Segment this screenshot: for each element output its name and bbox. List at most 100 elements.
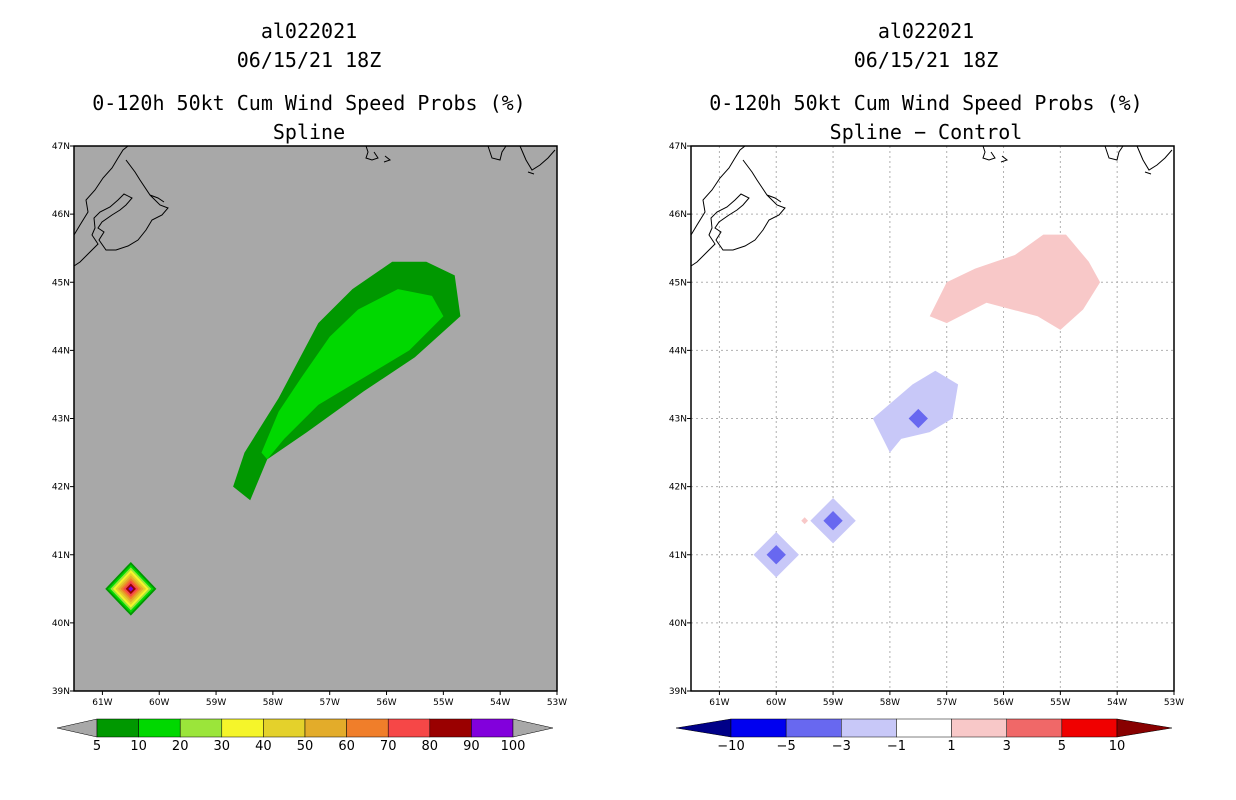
lon-tick-label: 56W bbox=[993, 698, 1013, 708]
right-coastline bbox=[690, 145, 1173, 267]
right-lon-axis: 61W 60W 59W 58W 57W 56W 55W 54W 53W bbox=[709, 691, 1184, 708]
lon-tick-label: 61W bbox=[709, 698, 729, 708]
lat-tick-label: 39N bbox=[52, 687, 70, 697]
diff-neg-3-5-sw1 bbox=[766, 545, 786, 565]
lon-tick-label: 58W bbox=[880, 698, 900, 708]
colorbar-label: 80 bbox=[422, 739, 439, 754]
lat-tick-label: 41N bbox=[669, 551, 687, 561]
colorbar-swatch bbox=[96, 718, 139, 738]
lat-tick-label: 43N bbox=[669, 415, 687, 425]
colorbar-label: 5 bbox=[1058, 739, 1066, 754]
colorbar-label: −10 bbox=[717, 739, 744, 754]
colorbar-swatch bbox=[471, 718, 514, 738]
lat-tick-label: 44N bbox=[52, 346, 70, 356]
lon-tick-label: 61W bbox=[92, 698, 112, 708]
colorbar-label: 10 bbox=[1109, 739, 1126, 754]
left-lat-axis: 39N 40N 41N 42N 43N 44N 45N 46N 47N bbox=[52, 142, 74, 697]
lon-tick-label: 60W bbox=[766, 698, 786, 708]
colorbar-label: −3 bbox=[832, 739, 851, 754]
colorbar-swatch bbox=[951, 718, 1007, 738]
colorbar-swatch bbox=[1061, 718, 1118, 738]
left-title: 0-120h 50kt Cum Wind Speed Probs (%) bbox=[92, 91, 525, 115]
lon-tick-label: 53W bbox=[547, 698, 567, 708]
lon-tick-label: 55W bbox=[433, 698, 453, 708]
lat-tick-label: 43N bbox=[52, 415, 70, 425]
left-lon-axis: 61W 60W 59W 58W 57W 56W 55W 54W 53W bbox=[92, 691, 567, 708]
left-datetime: 06/15/21 18Z bbox=[237, 48, 382, 72]
right-storm-id: al022021 bbox=[878, 19, 974, 43]
lat-tick-label: 47N bbox=[52, 142, 70, 152]
lon-tick-label: 53W bbox=[1164, 698, 1184, 708]
colorbar-swatch bbox=[138, 718, 181, 738]
lat-tick-label: 42N bbox=[52, 483, 70, 493]
lat-tick-label: 40N bbox=[669, 619, 687, 629]
colorbar-swatch bbox=[730, 718, 787, 738]
point-peak-90 bbox=[128, 586, 134, 592]
colorbar-over-arrow bbox=[1116, 718, 1173, 738]
lon-tick-label: 57W bbox=[937, 698, 957, 708]
colorbar-swatch bbox=[263, 718, 306, 738]
lon-tick-label: 60W bbox=[149, 698, 169, 708]
lon-tick-label: 54W bbox=[1107, 698, 1127, 708]
left-contours bbox=[105, 261, 461, 616]
colorbar-label: −5 bbox=[777, 739, 796, 754]
colorbar-label: 3 bbox=[1003, 739, 1011, 754]
colorbar-swatch bbox=[785, 718, 842, 738]
diff-neg-3-5-central bbox=[908, 408, 928, 429]
colorbar-label: 60 bbox=[338, 739, 355, 754]
swath-10pct bbox=[261, 289, 444, 460]
colorbar-swatch bbox=[896, 718, 952, 738]
lon-tick-label: 59W bbox=[823, 698, 843, 708]
diff-pos-speck bbox=[801, 517, 809, 525]
right-title: 0-120h 50kt Cum Wind Speed Probs (%) bbox=[709, 91, 1142, 115]
diff-neg-3-5-sw2 bbox=[823, 511, 843, 531]
lat-tick-label: 46N bbox=[52, 210, 70, 220]
colorbar-over-arrow bbox=[512, 718, 554, 738]
right-contours bbox=[753, 234, 1101, 578]
lon-tick-label: 59W bbox=[206, 698, 226, 708]
lon-tick-label: 58W bbox=[263, 698, 283, 708]
lat-tick-label: 44N bbox=[669, 346, 687, 356]
right-colorbar: −10 −5 −3 −1 1 3 5 10 bbox=[675, 718, 1173, 754]
lat-tick-label: 42N bbox=[669, 483, 687, 493]
colorbar-label: 10 bbox=[130, 739, 147, 754]
colorbar-swatch bbox=[304, 718, 347, 738]
lon-tick-label: 57W bbox=[320, 698, 340, 708]
left-colorbar: 5 10 20 30 40 50 60 70 80 90 100 bbox=[56, 718, 554, 754]
right-lat-axis: 39N 40N 41N 42N 43N 44N 45N 46N 47N bbox=[669, 142, 691, 697]
colorbar-swatch bbox=[1006, 718, 1063, 738]
left-subtitle: Spline bbox=[273, 120, 345, 144]
lat-tick-label: 46N bbox=[669, 210, 687, 220]
colorbar-label: 50 bbox=[297, 739, 314, 754]
colorbar-under-arrow bbox=[675, 718, 732, 738]
colorbar-swatch bbox=[346, 718, 389, 738]
lat-tick-label: 45N bbox=[669, 278, 687, 288]
right-subtitle: Spline − Control bbox=[830, 120, 1023, 144]
diff-pos-1-3 bbox=[929, 234, 1101, 330]
lon-tick-label: 55W bbox=[1050, 698, 1070, 708]
right-datetime: 06/15/21 18Z bbox=[854, 48, 999, 72]
colorbar-label: −1 bbox=[887, 739, 906, 754]
left-panel: al022021 06/15/21 18Z 0-120h 50kt Cum Wi… bbox=[52, 19, 567, 754]
colorbar-label: 20 bbox=[172, 739, 189, 754]
lon-tick-label: 54W bbox=[490, 698, 510, 708]
lon-tick-label: 56W bbox=[376, 698, 396, 708]
left-coastline bbox=[73, 145, 556, 267]
right-panel: al022021 06/15/21 18Z 0-120h 50kt Cum Wi… bbox=[669, 19, 1184, 754]
colorbar-swatch bbox=[179, 718, 223, 738]
colorbar-label: 5 bbox=[93, 739, 101, 754]
lat-tick-label: 45N bbox=[52, 278, 70, 288]
colorbar-under-arrow bbox=[56, 718, 98, 738]
lat-tick-label: 40N bbox=[52, 619, 70, 629]
lat-tick-label: 39N bbox=[669, 687, 687, 697]
lat-tick-label: 41N bbox=[52, 551, 70, 561]
colorbar-label: 70 bbox=[380, 739, 397, 754]
colorbar-label: 30 bbox=[214, 739, 231, 754]
colorbar-swatch bbox=[221, 718, 264, 738]
left-storm-id: al022021 bbox=[261, 19, 357, 43]
colorbar-swatch bbox=[841, 718, 897, 738]
colorbar-label: 100 bbox=[501, 739, 526, 754]
colorbar-swatch bbox=[429, 718, 472, 738]
colorbar-label: 40 bbox=[255, 739, 272, 754]
